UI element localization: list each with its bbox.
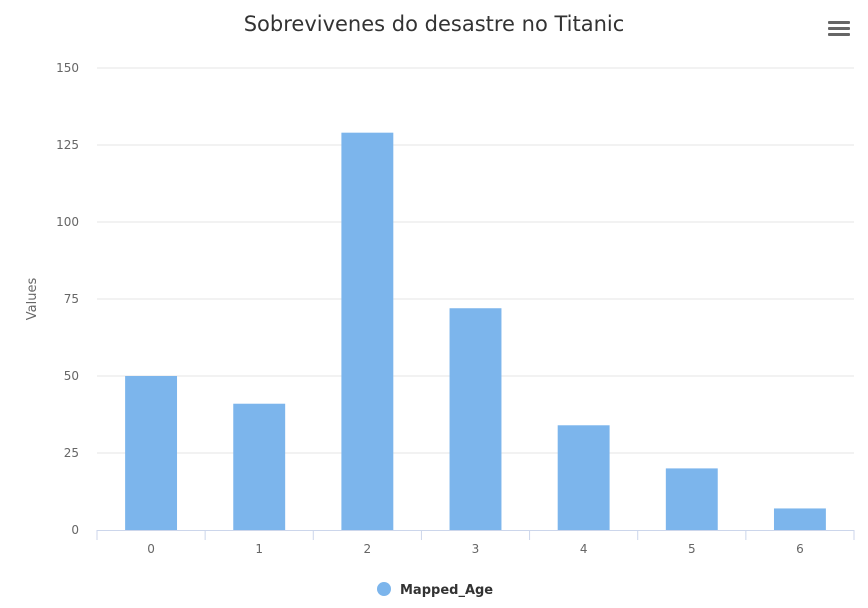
x-tick-label: 4 (580, 542, 588, 556)
legend[interactable]: Mapped_Age (377, 582, 493, 598)
y-tick-label: 125 (56, 138, 79, 152)
legend-label[interactable]: Mapped_Age (400, 583, 493, 598)
x-tick-label: 5 (688, 542, 696, 556)
y-axis-title: Values (25, 278, 40, 321)
bar[interactable] (773, 508, 826, 530)
gridlines (97, 67, 854, 454)
y-axis-ticks: 0 25 50 75 100 125 150 (56, 61, 79, 537)
x-tick-label: 6 (796, 542, 804, 556)
y-tick-label: 75 (64, 292, 79, 306)
x-tick-label: 1 (255, 542, 263, 556)
bar[interactable] (125, 376, 178, 530)
hamburger-menu-icon[interactable] (826, 18, 852, 42)
y-tick-label: 25 (64, 446, 79, 460)
bar[interactable] (449, 308, 502, 530)
bar[interactable] (341, 132, 394, 530)
x-tick-label: 2 (364, 542, 372, 556)
x-tick-label: 3 (472, 542, 480, 556)
y-tick-label: 100 (56, 215, 79, 229)
x-axis: 0 1 2 3 4 5 6 (96, 530, 855, 556)
bar-series (125, 132, 826, 530)
y-tick-label: 0 (71, 523, 79, 537)
y-tick-label: 150 (56, 61, 79, 75)
chart-title: Sobrevivenes do desastre no Titanic (244, 12, 625, 36)
y-tick-label: 50 (64, 369, 79, 383)
bar[interactable] (557, 425, 610, 530)
legend-marker (377, 582, 391, 596)
bar[interactable] (233, 403, 286, 530)
bar[interactable] (665, 468, 718, 530)
x-tick-label: 0 (147, 542, 155, 556)
